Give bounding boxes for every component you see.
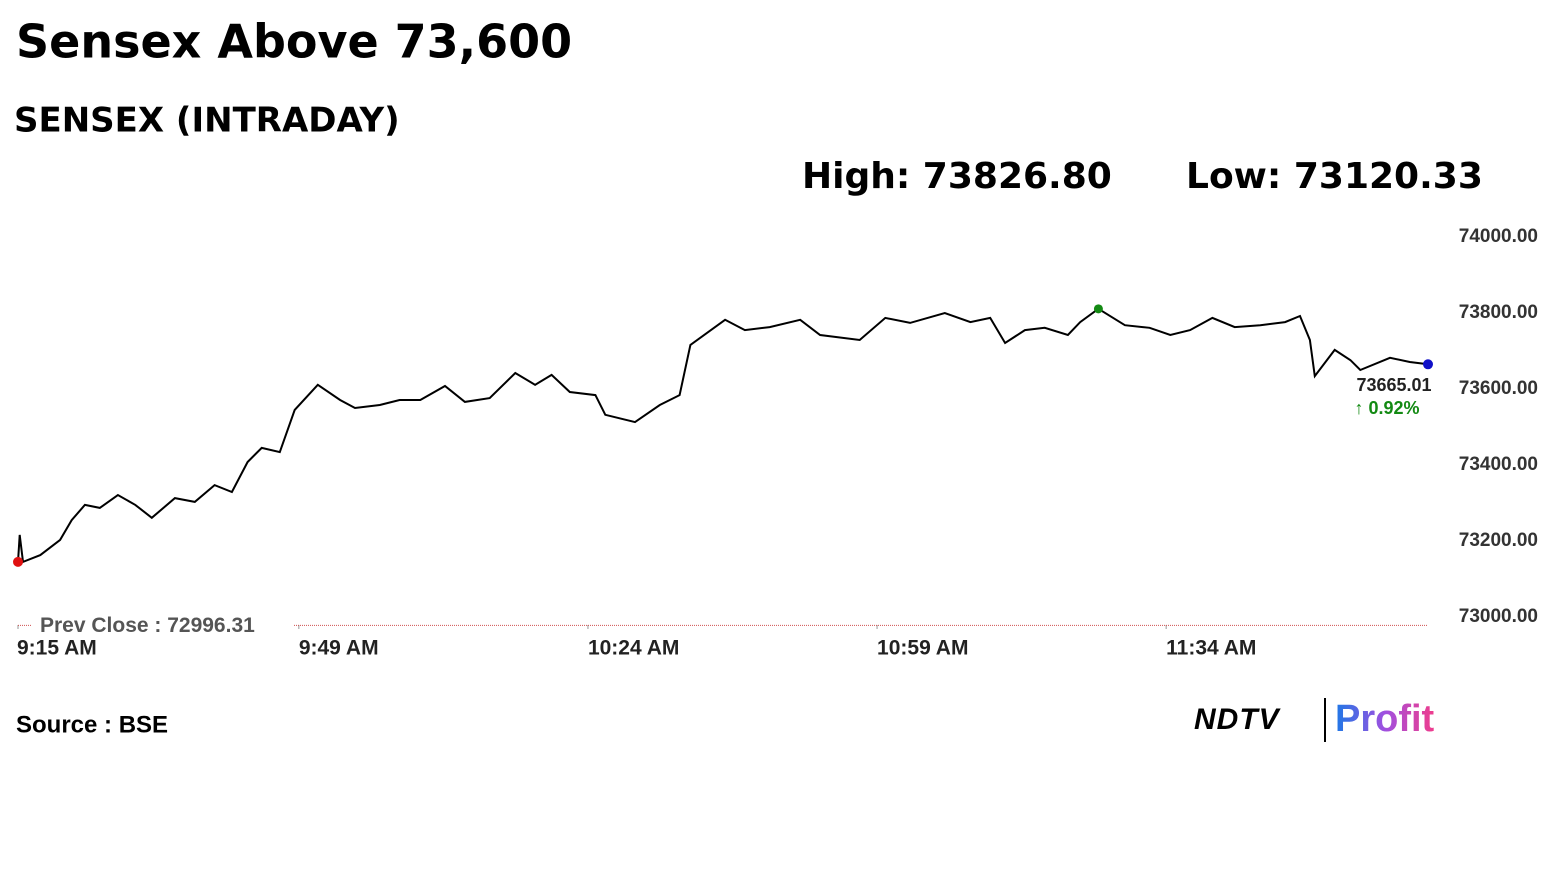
x-tick-label: 10:59 AM — [877, 637, 968, 660]
low-marker — [13, 556, 23, 567]
x-tick-label: 10:24 AM — [588, 637, 679, 660]
x-tick-label: 9:49 AM — [299, 637, 379, 660]
y-tick-label: 73200.00 — [1459, 530, 1538, 551]
logo-profit: Profit — [1335, 698, 1435, 740]
y-tick-label: 73800.00 — [1459, 302, 1538, 323]
last-marker — [1423, 359, 1433, 370]
chart-subtitle: SENSEX (INTRADAY) — [14, 101, 400, 141]
prev-close-bg — [32, 614, 294, 637]
source: Source : BSE — [16, 711, 168, 738]
prev-close-label: Prev Close : 72996.31 — [40, 614, 255, 637]
chart-title: Sensex Above 73,600 — [16, 15, 572, 69]
y-tick-label: 73600.00 — [1459, 378, 1538, 399]
last-value-label: 73665.01 — [1356, 375, 1431, 395]
x-tick-label: 9:15 AM — [17, 637, 97, 660]
y-tick-label: 73000.00 — [1459, 606, 1538, 627]
logo-ndtv: NDTV — [1194, 703, 1282, 736]
y-tick-label: 74000.00 — [1459, 226, 1538, 247]
high-marker — [1093, 304, 1103, 314]
x-tick-label: 11:34 AM — [1166, 637, 1256, 660]
low-text: Low: 73120.33 — [1186, 156, 1483, 197]
line — [17, 307, 1429, 564]
y-tick-label: 73400.00 — [1459, 454, 1538, 475]
change-label: ↑ 0.92% — [1354, 398, 1419, 418]
high-text: High: 73826.80 — [802, 156, 1112, 197]
